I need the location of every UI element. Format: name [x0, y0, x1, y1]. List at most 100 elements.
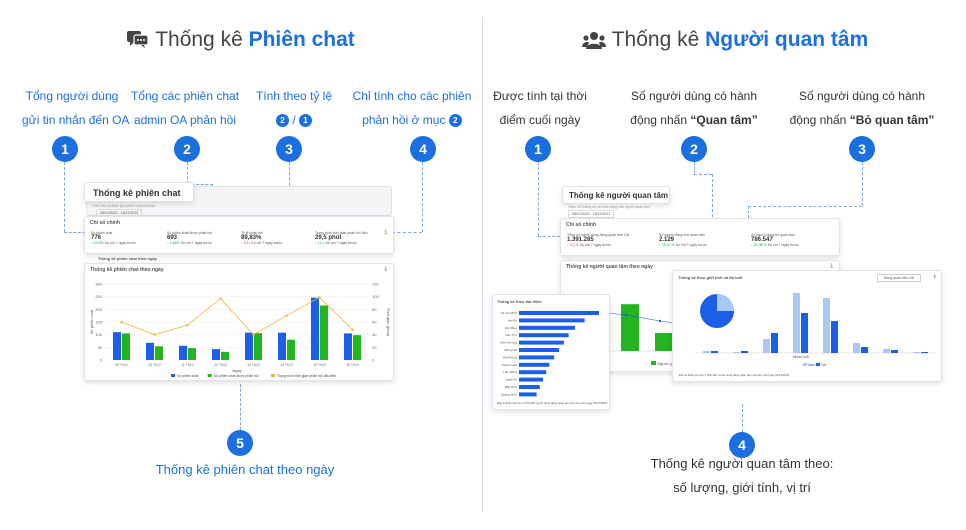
y2-tick-label: 20	[372, 345, 377, 350]
gender-legend: Nam Nữ	[803, 363, 826, 367]
follower-stats-heading: Thống kê Người quan tâm	[484, 28, 966, 55]
bar-female	[711, 351, 718, 353]
x-tick-label: 09 Th12	[115, 363, 128, 367]
legend-swatch	[171, 374, 175, 377]
ref-badge: 2	[448, 114, 462, 127]
y-tick-label: 250	[95, 294, 102, 299]
callout-3-badge: 3	[276, 136, 302, 162]
connector-2h	[694, 174, 712, 175]
connector-5	[240, 384, 241, 430]
location-bar	[519, 318, 585, 323]
point-response-time	[351, 328, 354, 331]
bar-sessions	[245, 332, 253, 360]
y2-tick-label: 0	[372, 358, 375, 363]
bar-replied	[188, 348, 196, 360]
callout-4-text: Chỉ tính cho các phiên phản hồi ở mục 2	[352, 89, 472, 127]
bar-male	[733, 352, 740, 353]
section-session-stats: Thống kê Phiên chat Tổng người dùng gửi …	[0, 0, 482, 530]
bar-male	[823, 298, 830, 353]
connector-1	[538, 162, 539, 236]
point-followers	[624, 313, 628, 317]
bar-female	[771, 333, 778, 353]
bar-replied	[155, 346, 163, 360]
point-response-time	[120, 320, 123, 324]
bar-replied	[122, 333, 130, 360]
section-divider	[482, 18, 483, 512]
users-icon	[581, 31, 606, 55]
date-range-picker[interactable]: 08/12/2022 - 15/12/2022	[568, 210, 615, 218]
location-label: Hải Phòng	[503, 355, 517, 359]
point-response-time	[219, 297, 222, 300]
callout-3-badge: 3	[849, 136, 875, 162]
bar-sessions	[344, 333, 352, 360]
connector-4h	[392, 232, 422, 233]
metric-reply-rate: Tỷ lệ phản hồi 89,83% ↓ 8,11 So với 7 ng…	[241, 231, 283, 245]
gender-age-chart	[695, 293, 935, 354]
x-tick-label: 11 Th12	[181, 363, 194, 367]
bar-replied	[353, 335, 361, 360]
bar-sessions	[278, 332, 286, 360]
daily-download-icon[interactable]: ⤓	[830, 263, 833, 269]
connector-1	[64, 162, 65, 232]
y2-tick-label: 100	[372, 294, 379, 299]
location-label: Cần Thơ	[505, 333, 517, 337]
y-tick-label: 100	[95, 332, 102, 337]
download-icon[interactable]: ⤓	[384, 229, 387, 235]
location-stats-card: Thống kê theo địa điểm Hồ Chí Minh Hà Nội…	[492, 294, 610, 410]
y-tick-label: 0	[100, 358, 103, 363]
bar-male	[793, 293, 800, 353]
bar-female	[921, 352, 928, 353]
location-bar	[519, 362, 550, 367]
x-tick-label: 13 Th12	[247, 363, 260, 367]
legend-label: Số phiên chat được phản hồi	[214, 374, 259, 378]
point-response-time	[252, 333, 255, 336]
connector-1h	[64, 232, 90, 233]
point-response-time	[186, 323, 189, 327]
location-label: Bắc Ninh	[505, 384, 518, 389]
y-tick-label: 150	[95, 320, 102, 325]
x-tick-label: 12 Th12	[214, 363, 227, 367]
location-label: Quảng Ninh	[501, 392, 517, 396]
bar-female	[741, 351, 748, 353]
y2-tick-label: 120	[372, 282, 379, 287]
callout-1-text: Được tính tại thời điểm cuối ngày	[493, 89, 587, 127]
legend-label: Trung bình thời gian phản hồi đầu tiên	[277, 374, 336, 378]
bar-male	[913, 352, 920, 353]
session-metrics-card: Chỉ số chính Số phiên chat 776 ↑ 10,5% S…	[84, 216, 394, 254]
y2-axis-label: Thời gian (phút)	[386, 308, 391, 337]
daily-sessions-chart-card: Thống kê phiên chat theo ngày ⤓ 300 120 25…	[84, 263, 394, 381]
callout-5-badge: 5	[227, 430, 253, 456]
tab-daily-sessions[interactable]: Thống kê phiên chat theo ngày	[98, 256, 157, 261]
location-bar	[519, 348, 559, 352]
bar-female	[861, 347, 868, 353]
pie-male	[717, 294, 734, 311]
callout-2-badge: 2	[681, 136, 707, 162]
bar-male	[703, 351, 710, 353]
metric-new-followers: Số người dùng mới quan tâm 2.129 ↑ 15,02…	[659, 233, 707, 247]
location-label: Lâm Đồng	[503, 370, 517, 374]
connector-2	[187, 162, 188, 184]
ratio-a-badge: 2	[275, 114, 289, 127]
location-label: Khánh Hòa	[502, 363, 517, 367]
bar-replied	[254, 333, 262, 360]
metric-unfollowers: Số người dùng bỏ quan tâm 786.547 ↑ 22,0…	[751, 233, 799, 247]
gender-filter-select[interactable]: Đang quan tâm OA	[877, 274, 921, 282]
callout-4-badge: 4	[410, 136, 436, 162]
chart-download-icon[interactable]: ⤓	[384, 266, 387, 272]
location-label: Nghệ An	[505, 378, 517, 382]
chat-bubbles-icon	[127, 31, 149, 55]
callout-4-badge: 4	[729, 432, 755, 458]
point-followers	[658, 319, 662, 323]
location-label: Hồ Chí Minh	[500, 311, 517, 315]
bar-replied	[287, 339, 295, 360]
metric-first-response-time: Trung bình thời gian phản hồi đầu 29,5 p…	[315, 231, 368, 245]
location-bar	[519, 392, 537, 397]
gender-download-icon[interactable]: ⤓	[933, 273, 936, 279]
location-bar	[519, 333, 569, 338]
bar-new-followers	[655, 333, 673, 351]
y-tick-label: 300	[95, 282, 102, 287]
point-response-time	[153, 333, 156, 336]
session-header-card: Thống kê phiên chat	[84, 182, 194, 202]
location-bar	[519, 355, 555, 360]
